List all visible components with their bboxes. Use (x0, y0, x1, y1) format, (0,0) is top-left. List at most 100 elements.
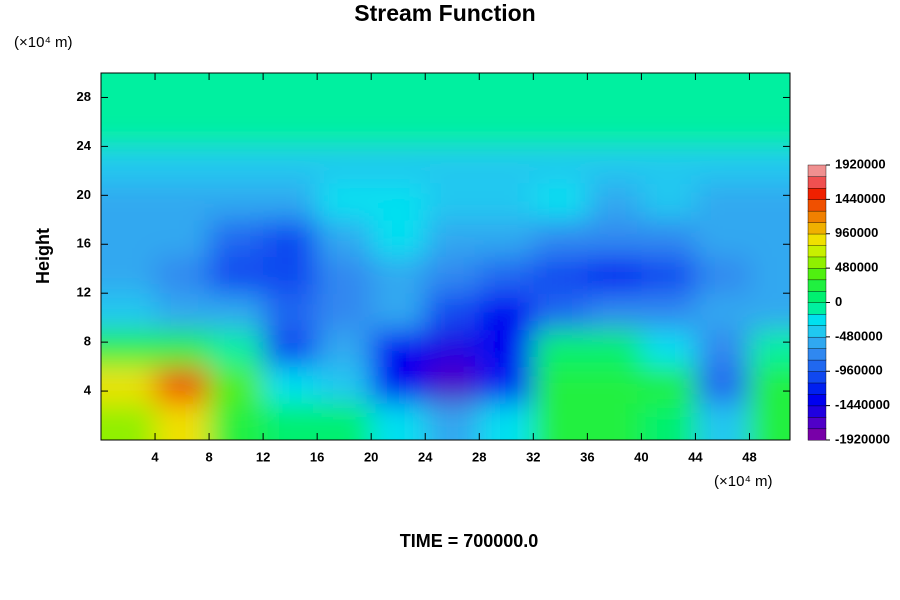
y-tick-label: 24 (77, 138, 92, 153)
field-cell (749, 219, 790, 257)
field-cell (587, 329, 642, 368)
field-cell (695, 109, 750, 147)
colorbar-label: -480000 (835, 328, 883, 343)
colorbar-band (807, 245, 827, 258)
field-cell (263, 219, 318, 257)
field-cell (209, 183, 264, 221)
colorbar-label: 960000 (835, 225, 878, 240)
field-cell (479, 183, 534, 221)
y-tick-label: 16 (77, 236, 91, 251)
field-cell (479, 366, 534, 404)
colorbar-band (807, 382, 827, 395)
field-cell (587, 219, 642, 257)
field-cell (425, 146, 480, 184)
field-cell (317, 109, 372, 147)
field-cell (641, 256, 696, 294)
field-cell (263, 73, 318, 111)
field-cell (209, 256, 264, 294)
colorbar-band (807, 267, 827, 281)
field-cell (641, 366, 696, 404)
field-cell (641, 183, 696, 221)
field-cell (641, 146, 696, 184)
field-cell (641, 73, 696, 111)
field-cell (101, 366, 156, 404)
field-cell (479, 256, 534, 294)
field-cell (641, 403, 696, 440)
cells (101, 73, 790, 440)
field-cell (101, 256, 156, 294)
field-cell (371, 73, 426, 111)
field-cell (695, 329, 750, 368)
field-cell (533, 293, 588, 331)
field-cell (425, 183, 480, 221)
colorbar-label: 480000 (835, 260, 878, 275)
field-cell (209, 293, 264, 331)
colorbar-band (807, 416, 827, 430)
field-cell (371, 146, 426, 184)
field-cell (587, 73, 642, 111)
field-cell (101, 73, 156, 111)
field-cell (263, 146, 318, 184)
colorbar-band (807, 176, 827, 189)
field-cell (749, 293, 790, 331)
field-cell (749, 256, 790, 294)
field-cell (533, 219, 588, 257)
x-unit: (×10⁴ m) (714, 473, 773, 490)
colorbar-band (807, 348, 827, 361)
field-cell (587, 109, 642, 147)
x-tick-label: 12 (256, 449, 270, 464)
field-cell (479, 109, 534, 147)
x-tick-label: 32 (526, 449, 540, 464)
x-tick-label: 24 (418, 449, 433, 464)
field-cell (587, 146, 642, 184)
field-cell (749, 366, 790, 404)
field-cell (479, 293, 534, 331)
colorbar-band (807, 302, 827, 315)
field-cell (155, 146, 210, 184)
field-cell (695, 146, 750, 184)
field-cell (101, 146, 156, 184)
colorbar-band (807, 222, 827, 235)
field-cell (533, 366, 588, 404)
chart-title: Stream Function (354, 0, 535, 26)
field-cell (641, 329, 696, 368)
field-cell (317, 329, 372, 368)
field-cell (155, 256, 210, 294)
field-cell (317, 293, 372, 331)
colorbar-band (807, 199, 827, 212)
field-cell (371, 109, 426, 147)
x-tick-label: 8 (205, 449, 212, 464)
field-cell (101, 183, 156, 221)
field-cell (479, 219, 534, 257)
colorbar-band (807, 393, 827, 407)
colorbar-label: -1920000 (835, 431, 890, 446)
field-cell (749, 73, 790, 111)
field-cell (209, 329, 264, 368)
colorbar-band (807, 233, 827, 246)
field-cell (101, 293, 156, 331)
field-cell (209, 146, 264, 184)
field-cell (101, 329, 156, 368)
field-cell (263, 329, 318, 368)
field-cell (749, 183, 790, 221)
field-cell (425, 366, 480, 404)
colorbar-label: -1440000 (835, 397, 890, 412)
x-tick-label: 44 (688, 449, 703, 464)
field (101, 73, 790, 440)
field-cell (425, 293, 480, 331)
colorbar-label: -960000 (835, 363, 883, 378)
x-tick-label: 20 (364, 449, 378, 464)
field-cell (641, 219, 696, 257)
colorbar-band (807, 279, 827, 292)
field-cell (263, 183, 318, 221)
field-cell (155, 73, 210, 111)
field-cell (371, 183, 426, 221)
y-tick-label: 8 (84, 334, 91, 349)
field-cell (155, 329, 210, 368)
field-cell (425, 73, 480, 111)
axes: 4 8 12 16 20 24 28 32 36 40 44 48481216202428-19200… (77, 72, 890, 464)
field-cell (155, 183, 210, 221)
x-tick-label: 40 (634, 449, 648, 464)
field-cell (371, 403, 426, 440)
